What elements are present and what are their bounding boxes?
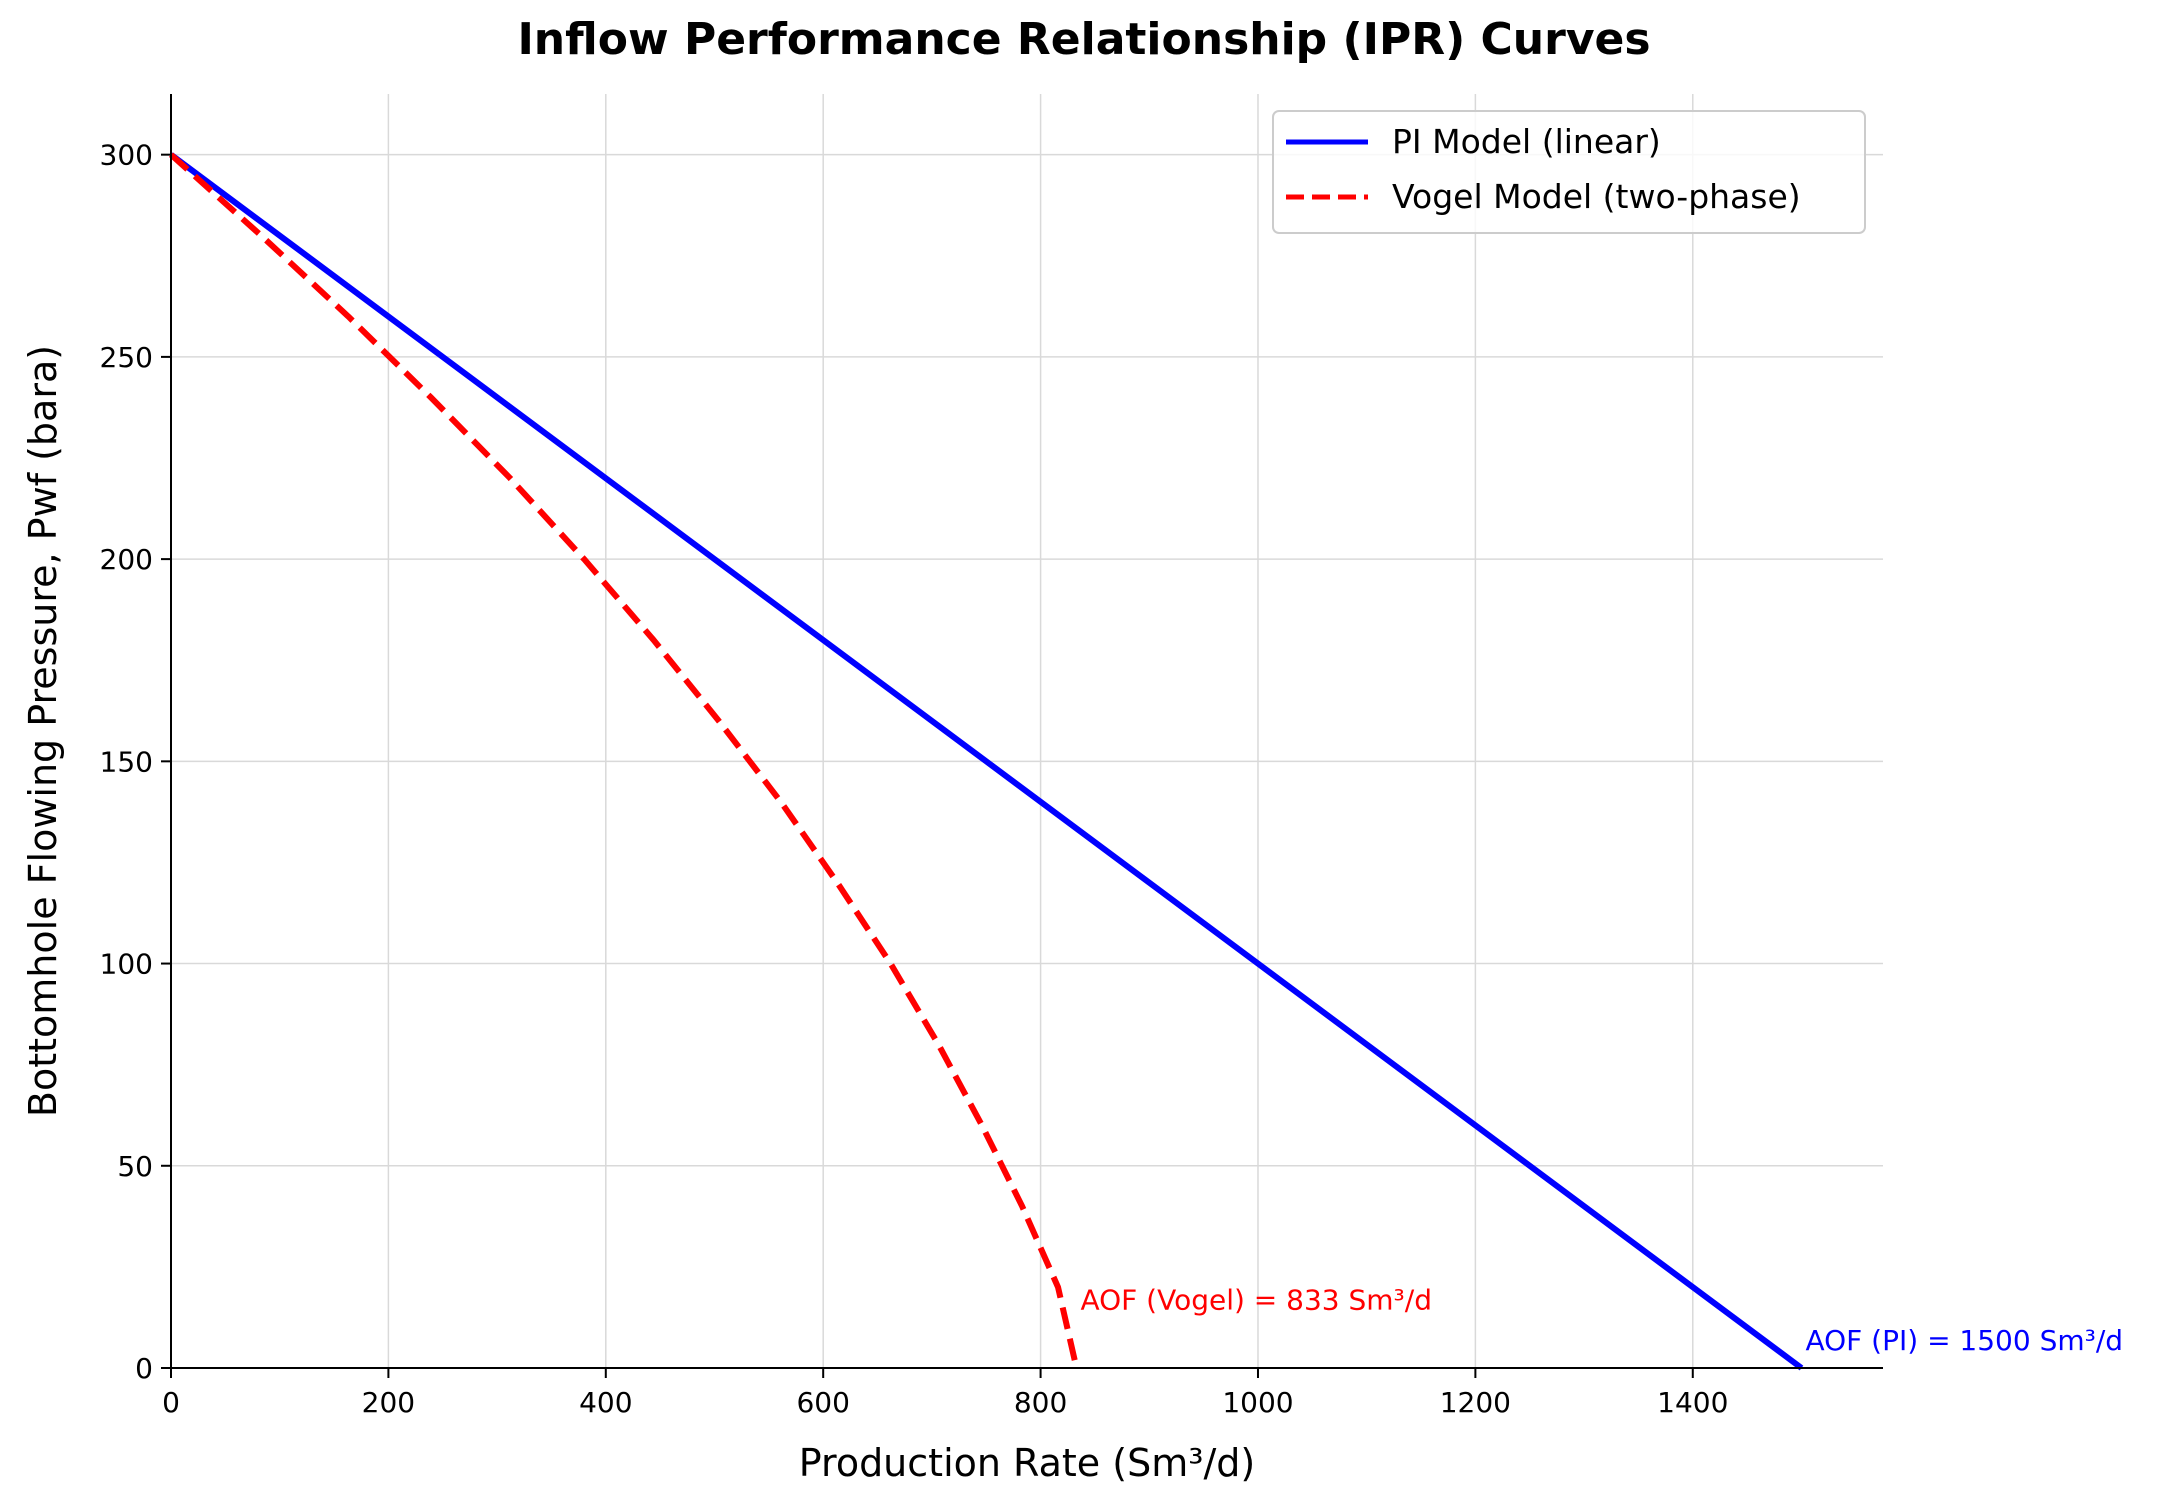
legend-box [1272,110,1866,234]
y-tick-label: 300 [100,139,153,172]
annotations: AOF (Vogel) = 833 Sm³/d AOF (PI) = 1500 S… [1080,1283,2123,1356]
grid [170,94,1883,1369]
y-tick-label: 50 [117,1150,153,1183]
x-ticks: 0 200 400 600 800 1000 1200 1400 [162,1368,1728,1419]
annotation-aof-pi: AOF (PI) = 1500 Sm³/d [1805,1324,2123,1357]
x-axis-label: Production Rate (Sm³/d) [799,1441,1255,1485]
x-tick-label: 200 [362,1386,415,1419]
series-line-vogel-model [168,152,1080,1369]
annotation-aof-vogel: AOF (Vogel) = 833 Sm³/d [1080,1283,1432,1316]
x-tick-label: 1000 [1222,1386,1293,1419]
chart-title: Inflow Performance Relationship (IPR) Cu… [517,14,1650,65]
x-tick-label: 800 [1014,1386,1067,1419]
x-tick-label: 0 [162,1386,180,1419]
series-lines [168,152,1804,1371]
series-line-pi-model [169,152,1804,1371]
x-tick-label: 1200 [1440,1386,1511,1419]
y-tick-label: 200 [100,543,153,576]
y-tick-label: 150 [100,745,153,778]
axes-spines [170,94,1883,1369]
y-tick-label: 0 [135,1352,153,1385]
x-tick-label: 1400 [1657,1386,1728,1419]
x-tick-label: 400 [579,1386,632,1419]
x-tick-label: 600 [796,1386,849,1419]
y-axis-label: Bottomhole Flowing Pressure, Pwf (bara) [21,345,65,1117]
y-tick-label: 100 [100,948,153,981]
y-ticks: 0 50 100 150 200 250 300 [100,139,171,1385]
legend: PI Model (linear) Vogel Model (two-phase… [1272,110,1866,234]
y-tick-label: 250 [100,341,153,374]
legend-label-pi: PI Model (linear) [1392,122,1661,161]
legend-label-vogel: Vogel Model (two-phase) [1392,177,1801,216]
